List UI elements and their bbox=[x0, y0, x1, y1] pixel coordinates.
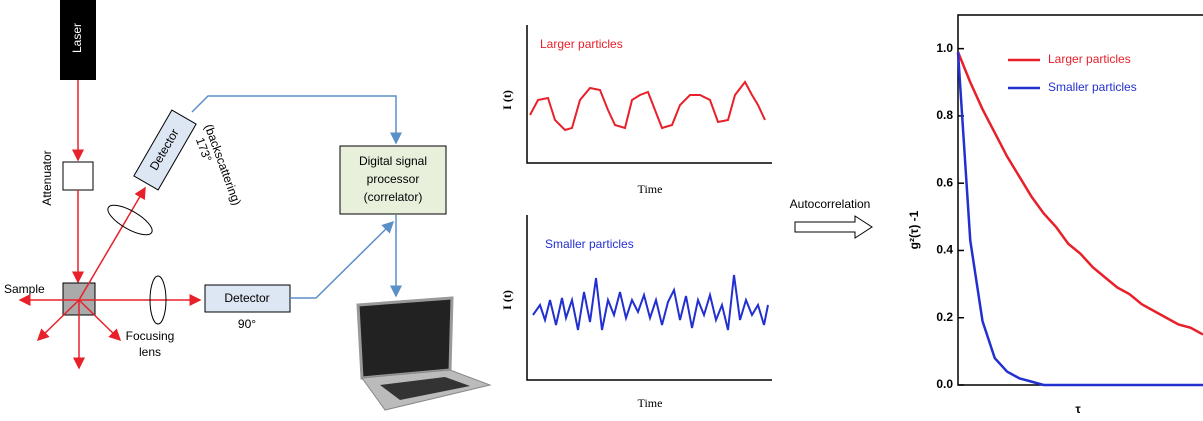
series-line bbox=[958, 52, 1203, 385]
angle-label: 90° bbox=[238, 317, 256, 331]
processor-label: (correlator) bbox=[364, 190, 423, 204]
x-axis-label: Time bbox=[638, 396, 663, 410]
angle-note: (backscattering) bbox=[202, 122, 244, 207]
figure: Laser Attenuator Sample Focusing lens De… bbox=[0, 0, 1203, 416]
legend-label: Smaller particles bbox=[1048, 80, 1137, 94]
series-line bbox=[958, 52, 1203, 335]
chart-frame bbox=[958, 15, 1203, 385]
signal-trace bbox=[533, 275, 768, 330]
x-axis-label: Time bbox=[638, 182, 663, 196]
processor-label: Digital signal bbox=[359, 154, 427, 168]
y-tick-label: 0.0 bbox=[936, 377, 953, 391]
y-axis-title: g²(τ) -1 bbox=[907, 210, 921, 249]
signal-label: Larger particles bbox=[540, 37, 623, 51]
lens bbox=[104, 200, 156, 241]
lens-label: lens bbox=[139, 345, 161, 359]
attenuator-box bbox=[63, 162, 93, 190]
page: {"diagram": {"laser": "Laser", "attenuat… bbox=[0, 0, 1203, 421]
arrow bbox=[795, 216, 872, 238]
legend-label: Larger particles bbox=[1048, 52, 1131, 66]
attenuator-label: Attenuator bbox=[40, 150, 54, 205]
y-axis-label: I (t) bbox=[500, 90, 514, 110]
y-tick-label: 1.0 bbox=[936, 41, 953, 55]
y-tick-label: 0.4 bbox=[936, 243, 953, 257]
y-tick-label: 0.2 bbox=[936, 310, 953, 324]
signal-trace bbox=[530, 82, 765, 130]
signal-axes bbox=[527, 25, 772, 380]
detector-1: Detector bbox=[134, 110, 196, 190]
detector-label: Detector bbox=[224, 291, 269, 305]
x-axis-title: τ bbox=[1075, 402, 1081, 416]
processor-label: processor bbox=[367, 172, 420, 186]
laptop bbox=[358, 298, 490, 410]
laser-label: Laser bbox=[70, 23, 84, 53]
signal-label: Smaller particles bbox=[545, 237, 634, 251]
y-tick-label: 0.6 bbox=[936, 175, 953, 189]
sample-label: Sample bbox=[4, 282, 45, 296]
y-tick-label: 0.8 bbox=[936, 108, 953, 122]
lens-label: Focusing bbox=[126, 329, 175, 343]
arrow-label: Autocorrelation bbox=[790, 197, 871, 211]
y-axis-label: I (t) bbox=[500, 290, 514, 310]
